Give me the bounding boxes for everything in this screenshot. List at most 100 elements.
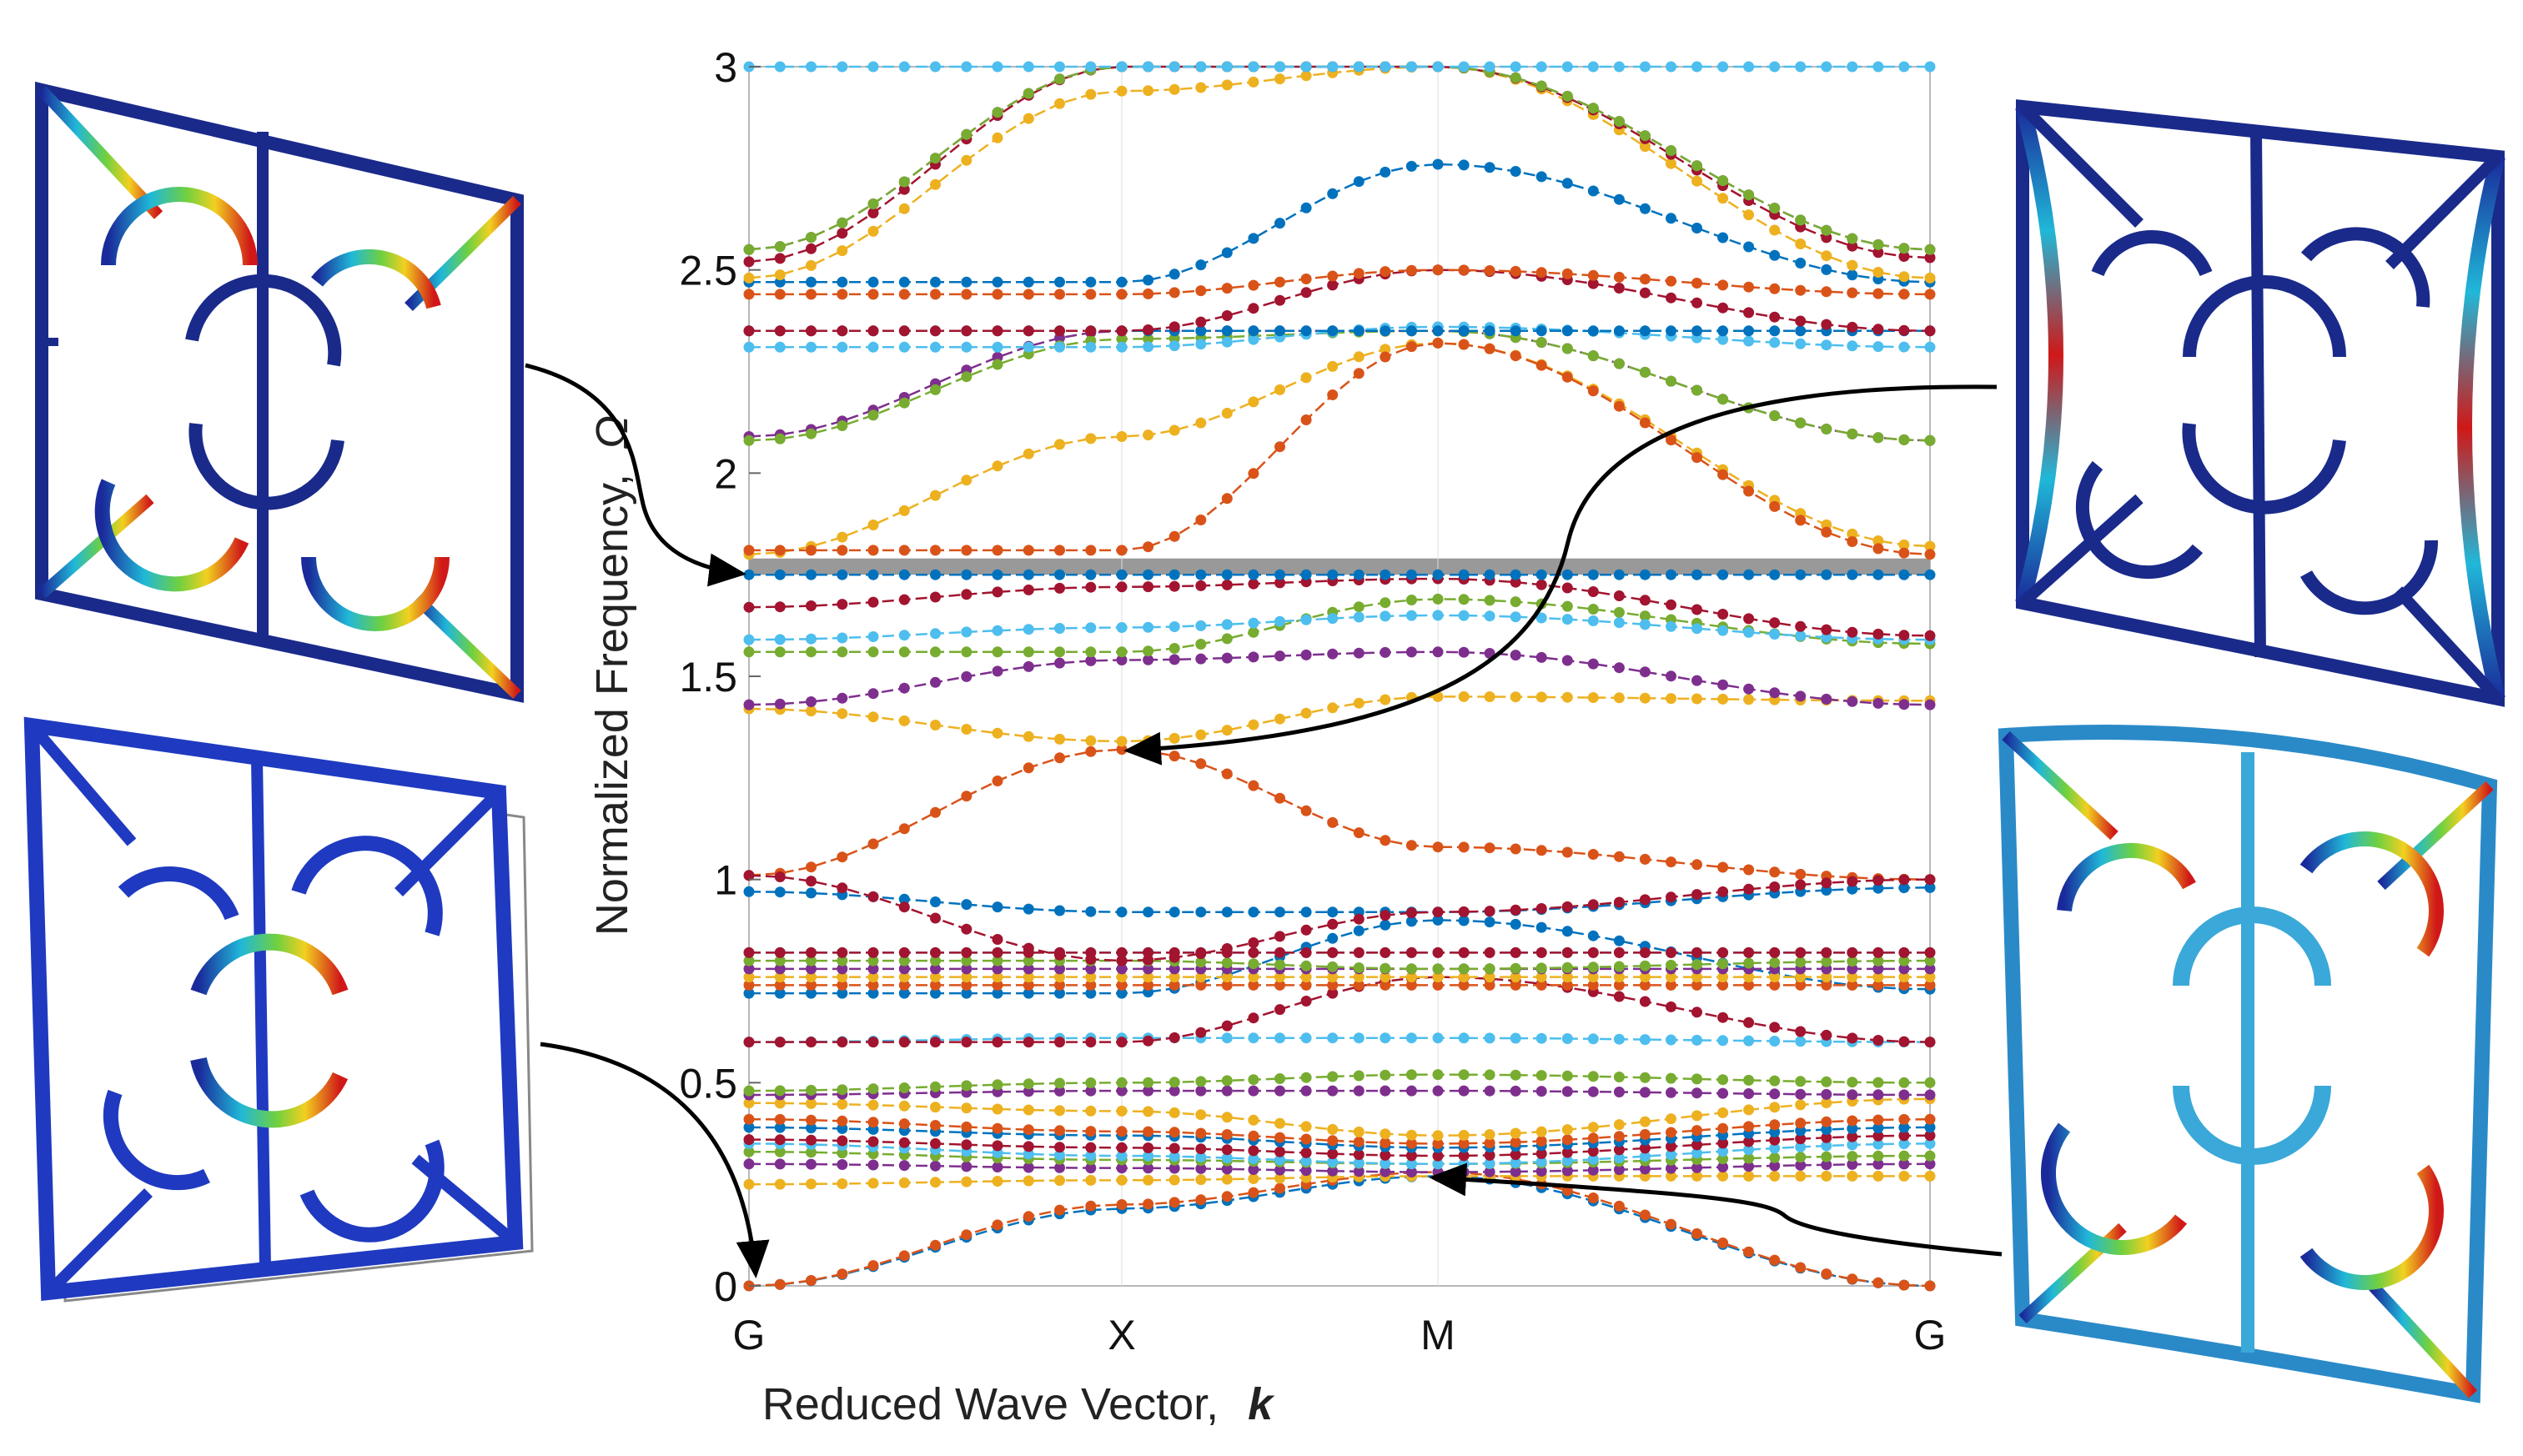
data-point xyxy=(1143,972,1154,983)
data-point xyxy=(1248,1114,1259,1126)
data-point xyxy=(1510,843,1521,855)
data-point xyxy=(1274,294,1285,306)
data-point xyxy=(930,490,941,501)
data-point xyxy=(837,708,848,720)
data-point xyxy=(837,979,848,991)
data-point xyxy=(992,727,1003,739)
data-point xyxy=(1717,394,1729,405)
data-point xyxy=(1613,662,1625,674)
data-point xyxy=(1821,526,1832,538)
data-point xyxy=(806,569,817,580)
data-point xyxy=(1924,549,1936,560)
data-point xyxy=(867,987,879,999)
data-point xyxy=(1535,946,1547,958)
data-point xyxy=(992,776,1003,786)
data-point xyxy=(1924,569,1936,580)
data-point xyxy=(1116,955,1128,966)
data-point xyxy=(806,861,817,873)
data-point xyxy=(1639,287,1651,299)
data-point xyxy=(806,1037,817,1048)
data-point xyxy=(1195,1085,1207,1097)
data-point xyxy=(898,505,910,516)
data-point xyxy=(1085,61,1097,73)
data-point xyxy=(930,628,941,640)
data-point xyxy=(1221,972,1233,983)
data-point xyxy=(1248,303,1259,314)
data-point xyxy=(774,972,786,983)
data-point xyxy=(1432,1085,1444,1097)
data-point xyxy=(1821,224,1832,236)
data-point xyxy=(743,946,755,958)
data-point xyxy=(1274,569,1285,580)
data-point xyxy=(1898,882,1910,894)
data-point xyxy=(1169,1151,1180,1162)
data-point xyxy=(930,1239,941,1251)
data-point xyxy=(992,569,1003,580)
data-point xyxy=(1898,1158,1910,1170)
data-point xyxy=(743,646,755,658)
data-point xyxy=(806,987,817,999)
data-point xyxy=(1195,1027,1207,1038)
data-point xyxy=(992,625,1003,636)
data-point xyxy=(1484,1149,1495,1161)
data-point xyxy=(1432,1069,1444,1081)
data-point xyxy=(961,61,973,73)
data-point xyxy=(1300,707,1312,719)
data-point xyxy=(1300,1121,1312,1132)
data-point xyxy=(1924,341,1936,353)
data-point xyxy=(743,341,755,353)
data-point xyxy=(1535,80,1547,92)
data-point xyxy=(930,1081,941,1092)
data-point xyxy=(867,520,879,530)
data-point xyxy=(1795,1026,1807,1037)
data-point xyxy=(1613,1087,1625,1097)
data-point xyxy=(1639,666,1651,678)
data-point xyxy=(1587,185,1599,197)
data-point xyxy=(1380,597,1391,609)
series-16 xyxy=(743,972,1936,983)
data-point xyxy=(1116,946,1128,958)
data-point xyxy=(1221,979,1233,991)
data-point xyxy=(1023,88,1034,99)
data-point xyxy=(1054,657,1065,669)
data-point xyxy=(930,912,941,924)
data-point xyxy=(930,325,941,337)
data-point xyxy=(867,409,879,421)
data-point xyxy=(1535,691,1547,703)
data-point xyxy=(1821,264,1832,275)
data-point xyxy=(898,682,910,694)
data-point xyxy=(1795,1125,1807,1137)
data-point xyxy=(1613,1072,1625,1082)
data-point xyxy=(1380,1149,1391,1161)
data-point xyxy=(1353,647,1365,659)
data-point xyxy=(1432,963,1444,975)
data-point xyxy=(1743,972,1755,983)
data-point xyxy=(1085,581,1097,593)
data-point xyxy=(1353,697,1365,709)
data-point xyxy=(1743,241,1755,253)
x-tick-label: M xyxy=(1420,1312,1455,1358)
data-point xyxy=(743,1134,755,1146)
data-point xyxy=(898,341,910,353)
data-point xyxy=(1380,962,1391,974)
data-point xyxy=(1924,972,1936,983)
data-point xyxy=(1847,626,1858,638)
data-point xyxy=(898,545,910,556)
data-point xyxy=(992,289,1003,300)
data-point xyxy=(867,631,879,642)
data-point xyxy=(1535,1086,1547,1097)
data-point xyxy=(1458,841,1470,853)
data-point xyxy=(1847,946,1858,958)
data-point xyxy=(1484,1032,1495,1044)
data-point xyxy=(1353,569,1365,580)
data-point xyxy=(1924,630,1936,641)
data-point xyxy=(1510,350,1521,362)
data-point xyxy=(1561,972,1573,983)
data-point xyxy=(1380,1128,1391,1140)
data-point xyxy=(961,670,973,682)
data-point xyxy=(1691,1139,1702,1151)
data-point xyxy=(992,107,1003,118)
series-25 xyxy=(743,646,1936,710)
